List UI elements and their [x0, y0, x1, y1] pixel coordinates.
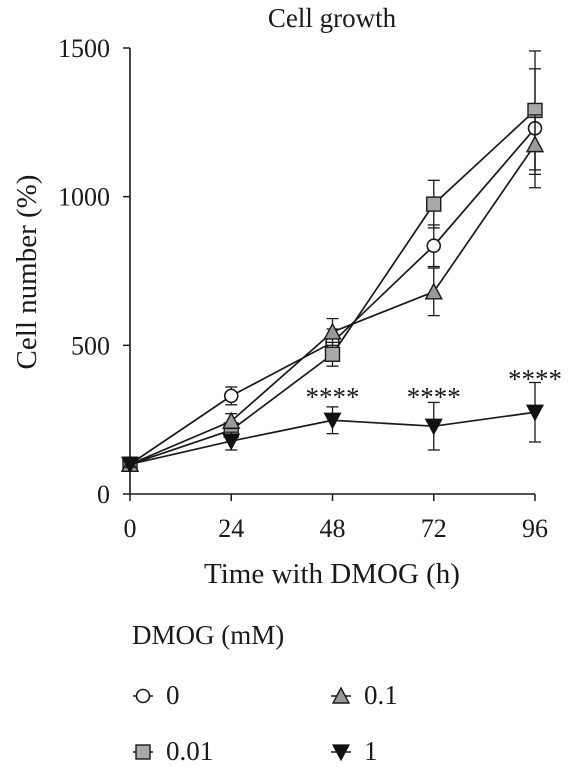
series-3-point [222, 433, 241, 451]
ticks: 0 500 1000 1500 0 24 48 72 96 [58, 34, 548, 543]
x-tick-label: 96 [522, 514, 548, 543]
series-2-point [323, 322, 342, 340]
x-tick-label: 48 [320, 514, 346, 543]
series-1-point [426, 196, 442, 212]
significance-annotation: **** [407, 382, 461, 412]
y-axis-label: Cell number (%) [11, 175, 43, 370]
series-2-point [525, 135, 545, 153]
legend-title: DMOG (mM) [132, 620, 285, 650]
series-3-point [424, 418, 443, 436]
series-layer [120, 50, 545, 474]
series-2 [120, 114, 545, 472]
legend-label-series-1: 0.01 [166, 736, 214, 766]
y-tick-label: 0 [97, 480, 110, 509]
x-tick-label: 72 [421, 514, 447, 543]
chart-title: Cell growth [268, 3, 397, 33]
square-gray-icon [133, 743, 153, 760]
series-2-point [424, 282, 443, 300]
series-0-point [223, 388, 239, 404]
series-3-point [526, 404, 544, 422]
y-tick-label: 500 [71, 331, 110, 360]
series-2-point [222, 411, 241, 429]
annotation-layer: **** **** **** [306, 364, 563, 412]
series-3 [121, 381, 544, 474]
legend-label-series-0: 0 [166, 680, 180, 710]
x-tick-label: 0 [124, 514, 137, 543]
series-0-point [426, 238, 442, 254]
circle-open-icon [133, 688, 153, 703]
significance-annotation: **** [306, 382, 360, 412]
legend-item-series-2: 0.1 [330, 680, 398, 711]
triangle-up-gray-icon [331, 686, 351, 704]
legend-item-series-1: 0.01 [132, 736, 213, 767]
x-tick-label: 24 [218, 514, 244, 543]
y-tick-label: 1000 [58, 183, 110, 212]
legend-label-series-2: 0.1 [364, 680, 398, 710]
y-tick-label: 1500 [58, 34, 110, 63]
legend-label-series-3: 1 [364, 736, 378, 766]
significance-annotation: **** [508, 364, 562, 394]
legend-item-series-3: 1 [330, 736, 378, 767]
chart-svg: Cell growth Cell number (%) Time with DM… [11, 3, 563, 590]
series-3-point [323, 412, 342, 430]
series-3-point [121, 456, 139, 474]
triangle-down-black-icon [331, 743, 351, 761]
series-1-point [324, 346, 341, 362]
x-axis-label: Time with DMOG (h) [204, 558, 460, 590]
legend-item-series-0: 0 [132, 680, 180, 711]
